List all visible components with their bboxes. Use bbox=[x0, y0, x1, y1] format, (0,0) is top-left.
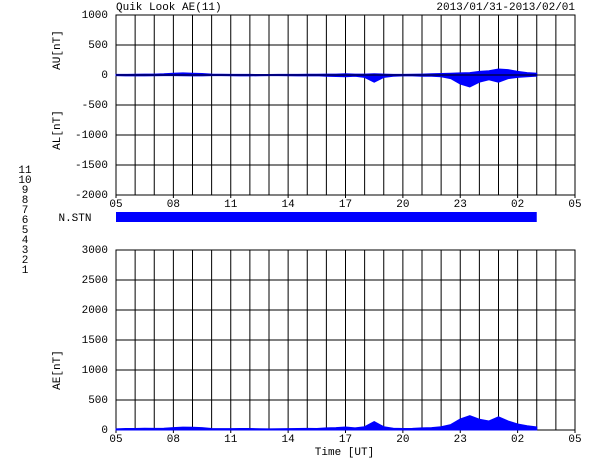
station-label: 10 bbox=[18, 175, 31, 187]
x-tick-label: 08 bbox=[167, 434, 180, 446]
y-axis-label: AL[nT] bbox=[52, 110, 64, 150]
x-tick-label: 05 bbox=[568, 434, 581, 446]
chart-title: Quik Look AE(11) bbox=[116, 2, 222, 14]
y-tick-label: 0 bbox=[101, 425, 108, 437]
y-tick-label: -1500 bbox=[75, 160, 108, 172]
x-tick-label: 20 bbox=[396, 199, 409, 211]
station-label: 4 bbox=[22, 235, 29, 247]
n-stn-bar bbox=[116, 212, 537, 222]
x-tick-label: 11 bbox=[224, 199, 238, 211]
x-tick-label: 17 bbox=[339, 434, 352, 446]
date-range: 2013/01/31-2013/02/01 bbox=[436, 2, 575, 14]
y-tick-label: 3000 bbox=[82, 245, 108, 257]
y-tick-label: 2000 bbox=[82, 305, 108, 317]
x-tick-label: 23 bbox=[454, 434, 467, 446]
station-label: 5 bbox=[22, 225, 29, 237]
y-tick-label: -1000 bbox=[75, 130, 108, 142]
y-tick-label: 1000 bbox=[82, 10, 108, 22]
station-label: 2 bbox=[22, 255, 29, 267]
station-label: 11 bbox=[18, 165, 32, 177]
y-tick-label: 500 bbox=[88, 40, 108, 52]
x-tick-label: 14 bbox=[282, 199, 296, 211]
y-axis-label: AE[nT] bbox=[52, 350, 64, 390]
data-area bbox=[115, 68, 538, 76]
y-tick-label: 1500 bbox=[82, 335, 108, 347]
station-label: 3 bbox=[22, 245, 29, 257]
y-tick-label: -2000 bbox=[75, 190, 108, 202]
x-tick-label: 14 bbox=[282, 434, 296, 446]
y-tick-label: 500 bbox=[88, 395, 108, 407]
x-tick-label: 20 bbox=[396, 434, 409, 446]
data-area bbox=[115, 74, 538, 88]
x-tick-label: 17 bbox=[339, 199, 352, 211]
y-tick-label: 0 bbox=[101, 70, 108, 82]
x-tick-label: 05 bbox=[109, 199, 122, 211]
x-tick-label: 05 bbox=[568, 199, 581, 211]
station-label: 8 bbox=[22, 195, 29, 207]
station-label: 6 bbox=[22, 215, 29, 227]
x-tick-label: 02 bbox=[511, 434, 524, 446]
station-label: 7 bbox=[22, 205, 29, 217]
x-tick-label: 02 bbox=[511, 199, 524, 211]
x-tick-label: 08 bbox=[167, 199, 180, 211]
x-tick-label: 05 bbox=[109, 434, 122, 446]
y-axis-label: AU[nT] bbox=[52, 30, 64, 70]
x-tick-label: 23 bbox=[454, 199, 467, 211]
y-tick-label: 2500 bbox=[82, 275, 108, 287]
y-tick-label: -500 bbox=[82, 100, 108, 112]
data-area bbox=[115, 415, 538, 431]
x-tick-label: 11 bbox=[224, 434, 238, 446]
x-axis-label: Time [UT] bbox=[315, 447, 374, 459]
station-label: 9 bbox=[22, 185, 29, 197]
n-stn-label: N.STN bbox=[58, 213, 91, 225]
station-label: 1 bbox=[22, 265, 29, 277]
y-tick-label: 1000 bbox=[82, 365, 108, 377]
